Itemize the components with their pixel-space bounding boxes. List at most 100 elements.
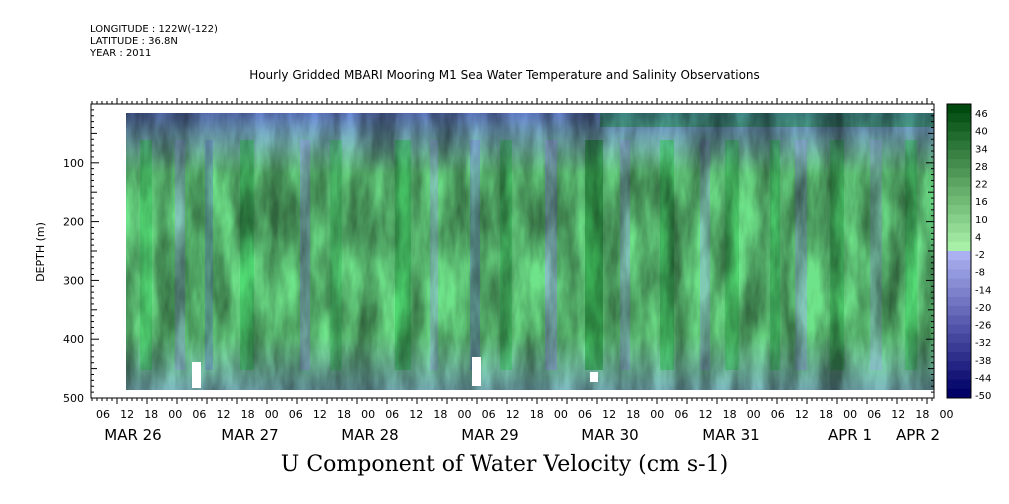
colorbar-swatch [947, 342, 971, 353]
colorbar-label: 46 [975, 109, 988, 120]
x-hour-label: 12 [891, 408, 905, 421]
colorbar-label: -14 [975, 285, 991, 296]
x-hour-label: 18 [144, 408, 158, 421]
x-hour-label: 00 [361, 408, 375, 421]
colorbar-swatch [947, 324, 971, 335]
x-hour-label: 06 [96, 408, 110, 421]
colorbar-label: 40 [975, 127, 988, 138]
x-day-label: MAR 28 [341, 426, 398, 444]
top-axis-ticks [91, 98, 933, 104]
colorbar-swatch [947, 149, 971, 160]
chart-title: Hourly Gridded MBARI Mooring M1 Sea Wate… [249, 68, 760, 82]
data-gap [472, 357, 481, 386]
x-hour-label: 12 [506, 408, 520, 421]
x-hour-label: 00 [843, 408, 857, 421]
colorbar-label: -8 [975, 268, 985, 279]
velocity-field [126, 113, 934, 390]
colorbar-swatch [947, 388, 971, 399]
x-hour-label: 18 [433, 408, 447, 421]
colorbar-label: -26 [975, 321, 991, 332]
x-hour-label: 06 [482, 408, 496, 421]
field-texture [126, 113, 934, 390]
colorbar-swatch [947, 251, 971, 261]
colorbar-swatch [947, 333, 971, 344]
colorbar-label: -44 [975, 373, 991, 384]
x-hour-label: 18 [915, 408, 929, 421]
colorbar-swatch [947, 232, 971, 243]
colorbar-label: -32 [975, 338, 991, 349]
x-hour-label: 12 [699, 408, 713, 421]
x-day-label: MAR 27 [221, 426, 278, 444]
x-hour-label: 18 [626, 408, 640, 421]
x-hour-label: 18 [819, 408, 833, 421]
colorbar-label: -50 [975, 391, 991, 402]
colorbar-swatch [947, 260, 971, 270]
colorbar-swatch [947, 379, 971, 390]
x-hour-label: 06 [771, 408, 785, 421]
x-hour-label: 12 [795, 408, 809, 421]
colorbar-label: 28 [975, 162, 988, 173]
x-hour-label: 00 [747, 408, 761, 421]
colorbar-swatch [947, 287, 971, 298]
colorbar-swatch [947, 241, 971, 252]
x-hour-label: 00 [650, 408, 664, 421]
x-hour-label: 06 [867, 408, 881, 421]
x-hour-label: 12 [313, 408, 327, 421]
longitude-label: LONGITUDE : 122W(-122) [90, 24, 218, 35]
colorbar-swatch [947, 278, 971, 289]
x-hour-label: 06 [192, 408, 206, 421]
colorbar-label: 34 [975, 144, 988, 155]
x-hour-label: 00 [265, 408, 279, 421]
x-hour-label: 18 [241, 408, 255, 421]
x-day-label: APR 2 [896, 426, 940, 444]
x-day-label: APR 1 [828, 426, 872, 444]
x-hour-label: 00 [168, 408, 182, 421]
colorbar-frame [946, 103, 972, 399]
colorbar-swatch [947, 306, 971, 316]
colorbar-swatch [947, 113, 971, 123]
x-hour-labels: 06 12 18 00 06 12 18 00 06 12 18 00 06 12 18 00 06 12 18 00… [96, 408, 954, 421]
year-label: YEAR : 2011 [90, 48, 152, 59]
y-axis-label: DEPTH (m) [34, 222, 47, 282]
x-hour-label: 06 [578, 408, 592, 421]
x-hour-label: 06 [289, 408, 303, 421]
colorbar-label: -20 [975, 303, 991, 314]
y-tick-label: 400 [63, 333, 84, 346]
colorbar-label: 22 [975, 180, 988, 191]
colorbar-label: 4 [975, 232, 981, 243]
x-hour-label: 00 [940, 408, 954, 421]
x-hour-label: 06 [385, 408, 399, 421]
colorbar-swatch [947, 140, 971, 151]
y-tick-label: 100 [63, 157, 84, 170]
variable-title: U Component of Water Velocity (cm s-1) [280, 452, 729, 477]
colorbar-swatch [947, 168, 971, 178]
data-gap [590, 372, 598, 382]
x-hour-label: 06 [674, 408, 688, 421]
colorbar-swatch [947, 159, 971, 169]
colorbar: 46 40 34 28 22 16 10 4 -2 -8 -14 -20 -26 -32 -38 -44 -50 [946, 103, 991, 402]
missing-data-gaps [192, 357, 598, 388]
x-hour-label: 12 [409, 408, 423, 421]
x-day-label: MAR 30 [581, 426, 638, 444]
colorbar-swatch [947, 205, 971, 215]
y-axis-ticks: 100 200 300 400 500 [63, 103, 934, 405]
colorbar-swatch [947, 370, 971, 381]
data-gap [192, 362, 201, 388]
y-tick-label: 500 [63, 392, 84, 405]
colorbar-swatch [947, 352, 971, 362]
colorbar-label: -38 [975, 356, 991, 367]
colorbar-swatch [947, 131, 971, 142]
x-hour-label: 00 [458, 408, 472, 421]
colorbar-swatch [947, 104, 971, 114]
bottom-axis-ticks [91, 398, 933, 404]
colorbar-label: 16 [975, 197, 988, 208]
colorbar-swatch [947, 214, 971, 224]
x-day-label: MAR 29 [461, 426, 518, 444]
colorbar-swatch [947, 195, 971, 206]
colorbar-label: 10 [975, 215, 988, 226]
colorbar-swatch [947, 296, 971, 307]
header-metadata: LONGITUDE : 122W(-122) LATITUDE : 36.8N … [90, 24, 218, 60]
x-day-label: MAR 31 [702, 426, 759, 444]
colorbar-swatch [947, 269, 971, 280]
